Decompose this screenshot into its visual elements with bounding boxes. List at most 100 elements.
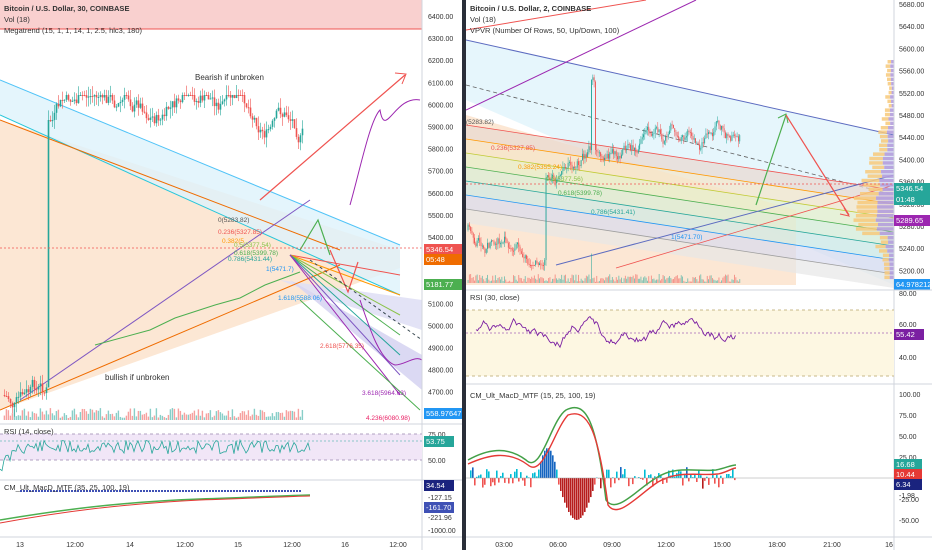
fib-fan-band [466, 167, 894, 246]
price-tick: 4700.00 [428, 390, 453, 397]
macd-histogram-bar [542, 455, 544, 478]
price-tick: 5240.00 [899, 246, 924, 253]
volume-bar [667, 277, 669, 283]
vpvr-up-bar [884, 266, 890, 271]
candle-body [485, 248, 487, 253]
vpvr-down-bar [886, 130, 894, 134]
vpvr-down-bar [882, 156, 894, 161]
candle-body [65, 95, 68, 100]
candle-body [708, 132, 709, 135]
vpvr-up-bar [885, 121, 891, 126]
vpvr-up-bar [884, 275, 890, 280]
red-arrow-head [839, 207, 851, 217]
candle-body [514, 248, 516, 251]
volume-bar [65, 415, 68, 420]
candle-body [173, 101, 176, 108]
macd-badge-bg [894, 479, 922, 490]
volume-bar [507, 281, 509, 283]
macd-histogram-bar [494, 478, 496, 486]
volume-bar [145, 412, 148, 420]
volume-bar [627, 276, 629, 283]
vpvr-up-bar [867, 174, 883, 178]
price-tick: 5440.00 [899, 135, 924, 142]
macd-histogram-bar [200, 490, 202, 492]
candle-body [155, 114, 158, 124]
macd-histogram-bar [35, 490, 37, 492]
volume-bar [575, 274, 577, 283]
macd-histogram-bar [640, 478, 642, 479]
price-tick: 5200.00 [899, 268, 924, 275]
vpvr-down-bar [890, 95, 894, 99]
volume-indicator-label: Vol (18) [4, 15, 30, 24]
volume-bar [532, 278, 534, 283]
macd-histogram-bar [628, 478, 630, 487]
volume-bar [69, 416, 72, 420]
volume-bar [287, 411, 290, 420]
bearish-zone-shade [0, 0, 422, 29]
fib-fan-line [289, 254, 401, 276]
candle-body [641, 137, 643, 140]
price-tick: 6000.00 [428, 102, 453, 109]
candle-body [71, 100, 74, 102]
volume-value-badge: 558.976471 [426, 409, 462, 418]
volume-bar [115, 412, 118, 420]
vpvr-down-bar [888, 126, 894, 130]
chart-30min-canvas[interactable]: Bitcoin / U.S. Dollar, 30, COINBASE Vol (… [0, 0, 462, 550]
candle-body [161, 114, 164, 120]
chart-2min-canvas[interactable]: Bitcoin / U.S. Dollar, 2, COINBASE Vol (1… [466, 0, 932, 550]
volume-bar [41, 411, 44, 420]
volume-bar [492, 275, 494, 283]
macd-histogram-bar [89, 490, 91, 492]
volume-bar [674, 277, 676, 283]
macd-histogram-bar [598, 478, 600, 479]
candle-body [623, 145, 625, 150]
volume-bar [139, 410, 142, 420]
volume-bar [189, 413, 192, 420]
volume-bar [530, 278, 531, 283]
volume-bar [641, 280, 643, 283]
time-tick: 18:00 [768, 542, 786, 549]
red-projection-arrow [785, 114, 850, 216]
macd-histogram-bar [594, 478, 596, 485]
candle-body [669, 130, 670, 135]
volume-bar [701, 279, 703, 283]
macd-histogram-bar [167, 490, 169, 492]
macd-histogram-bar [570, 478, 572, 516]
vpvr-up-bar [885, 73, 891, 77]
fib-fan-line [466, 138, 895, 205]
fib-level-label: 3.618(5964.63) [362, 390, 406, 397]
macd-histogram-bar [176, 490, 178, 492]
volume-bar [657, 279, 659, 283]
volume-bar [55, 411, 58, 420]
candle-body [474, 237, 475, 244]
volume-bar [13, 408, 16, 420]
macd-histogram-bar [554, 461, 556, 478]
volume-bar [556, 278, 557, 283]
volume-bar [688, 281, 690, 283]
candle-body [670, 124, 672, 131]
candle-body [682, 135, 683, 138]
volume-bar [584, 278, 586, 283]
volume-bar [57, 409, 60, 420]
macd-histogram-bar [524, 478, 526, 486]
volume-bar [583, 280, 585, 283]
fib-level-label: 0.786(5431.41) [591, 209, 635, 216]
macd-histogram-bar [718, 478, 720, 488]
vpvr-up-bar [881, 117, 889, 121]
chart-pane-2min[interactable]: Bitcoin / U.S. Dollar, 2, COINBASE Vol (1… [466, 0, 932, 550]
macd-histogram-bar [566, 478, 568, 508]
price-tick: 5500.00 [428, 213, 453, 220]
chart-pane-30min[interactable]: Bitcoin / U.S. Dollar, 30, COINBASE Vol (… [0, 0, 462, 550]
volume-bar [199, 415, 202, 420]
vpvr-up-bar [854, 196, 877, 200]
price-tick: 5400.00 [428, 235, 453, 242]
volume-bar [480, 277, 482, 283]
bearish-projection-arrow [259, 74, 406, 201]
pane-divider[interactable] [462, 0, 466, 550]
macd-histogram-bar [233, 490, 235, 492]
candle-body [239, 95, 242, 96]
macd-histogram-bar [722, 478, 724, 484]
volume-bar [654, 280, 656, 283]
volume-bar [149, 408, 152, 420]
volume-bar [169, 409, 172, 420]
